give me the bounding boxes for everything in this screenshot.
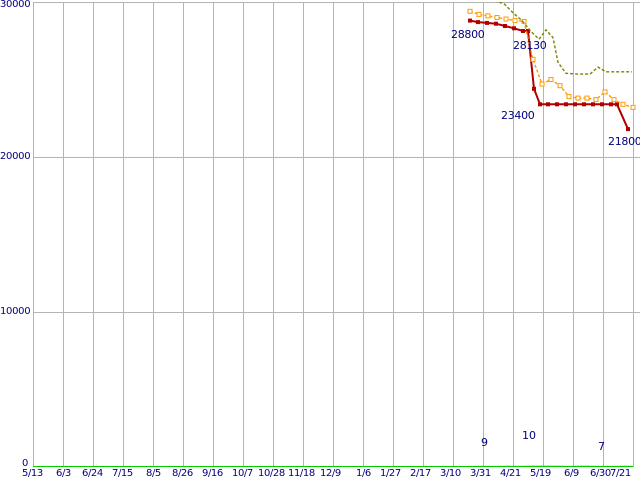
x-tick-label: 8/5: [146, 468, 161, 479]
series-marker-price-orange: [602, 89, 608, 95]
y-tick-label: 20000: [0, 151, 31, 162]
label-28800: 28800: [451, 28, 485, 41]
series-marker-price-orange: [530, 56, 536, 62]
series-marker-price-orange: [557, 83, 563, 89]
x-tick-label: 6/9: [564, 468, 579, 479]
label-green-9: 9: [481, 436, 488, 449]
series-marker-price-orange: [548, 77, 554, 82]
x-tick-label: 11/18: [288, 468, 315, 479]
x-tick-label: 4/21: [500, 468, 521, 479]
label-28130: 28130: [513, 39, 547, 52]
series-marker-price-orange: [485, 13, 491, 19]
series-marker-price-red: [582, 102, 586, 107]
x-tick-label: 2/17: [410, 468, 431, 479]
series-marker-price-red: [485, 20, 489, 25]
series-marker-price-orange: [620, 101, 626, 107]
label-green-10: 10: [522, 429, 536, 442]
x-tick-label: 7/21: [610, 468, 631, 479]
series-line-price-red: [469, 19, 629, 130]
series-marker-price-red: [626, 127, 630, 132]
series-line-price-orange: [469, 10, 634, 109]
x-tick-label: 1/6: [356, 468, 371, 479]
series-marker-price-red: [615, 102, 619, 107]
y-tick-label: 0: [21, 458, 28, 469]
x-tick-label: 5/19: [530, 468, 551, 479]
series-marker-price-red: [468, 18, 472, 23]
x-tick-label: 7/15: [112, 468, 133, 479]
series-group: [33, 2, 636, 467]
y-tick-label: 10000: [0, 306, 31, 317]
series-marker-price-red: [512, 26, 516, 31]
series-marker-price-orange: [593, 97, 599, 103]
x-tick-label: 6/3: [56, 468, 71, 479]
series-marker-price-red: [600, 102, 604, 107]
x-tick-label: 1/27: [380, 468, 401, 479]
series-marker-price-red: [494, 21, 498, 26]
x-tick-label: 10/7: [232, 468, 253, 479]
x-tick-label: 6/30: [590, 468, 611, 479]
y-tick-label: 30000: [0, 0, 31, 10]
series-marker-price-red: [564, 102, 568, 107]
series-marker-price-red: [532, 86, 536, 91]
series-marker-price-orange: [476, 11, 482, 17]
series-marker-price-red: [546, 102, 550, 107]
series-marker-price-orange: [575, 95, 581, 101]
series-marker-price-orange: [494, 15, 500, 20]
series-marker-price-red: [591, 102, 595, 107]
series-marker-price-red: [538, 102, 542, 107]
series-marker-price-red: [555, 102, 559, 107]
series-marker-price-orange: [512, 18, 518, 24]
series-line-price-olive: [495, 2, 632, 75]
x-tick-label: 5/13: [22, 468, 43, 479]
series-marker-price-red: [476, 20, 480, 25]
x-tick-label: 8/26: [172, 468, 193, 479]
x-tick-label: 3/31: [470, 468, 491, 479]
series-marker-price-orange: [584, 95, 590, 101]
series-marker-price-orange: [503, 16, 509, 22]
series-marker-price-red: [573, 102, 577, 107]
series-marker-price-orange: [539, 81, 545, 87]
chart-canvas: [33, 2, 640, 467]
series-marker-price-orange: [467, 8, 473, 14]
x-tick-label: 3/10: [440, 468, 461, 479]
series-marker-price-red: [609, 102, 613, 107]
x-tick-label: 9/16: [202, 468, 223, 479]
series-marker-price-orange: [630, 104, 636, 110]
series-marker-price-red: [521, 29, 525, 33]
series-marker-price-red: [526, 29, 530, 33]
x-tick-label: 12/9: [320, 468, 341, 479]
plot-area: [33, 2, 640, 467]
label-green-7: 7: [598, 440, 605, 453]
label-21800: 21800: [608, 135, 640, 148]
gridlines: [33, 2, 640, 467]
x-tick-label: 10/28: [258, 468, 285, 479]
series-marker-price-red: [503, 24, 507, 28]
x-tick-label: 6/24: [82, 468, 103, 479]
series-marker-price-orange: [611, 97, 617, 103]
label-23400: 23400: [501, 109, 535, 122]
series-marker-price-orange: [566, 94, 572, 100]
